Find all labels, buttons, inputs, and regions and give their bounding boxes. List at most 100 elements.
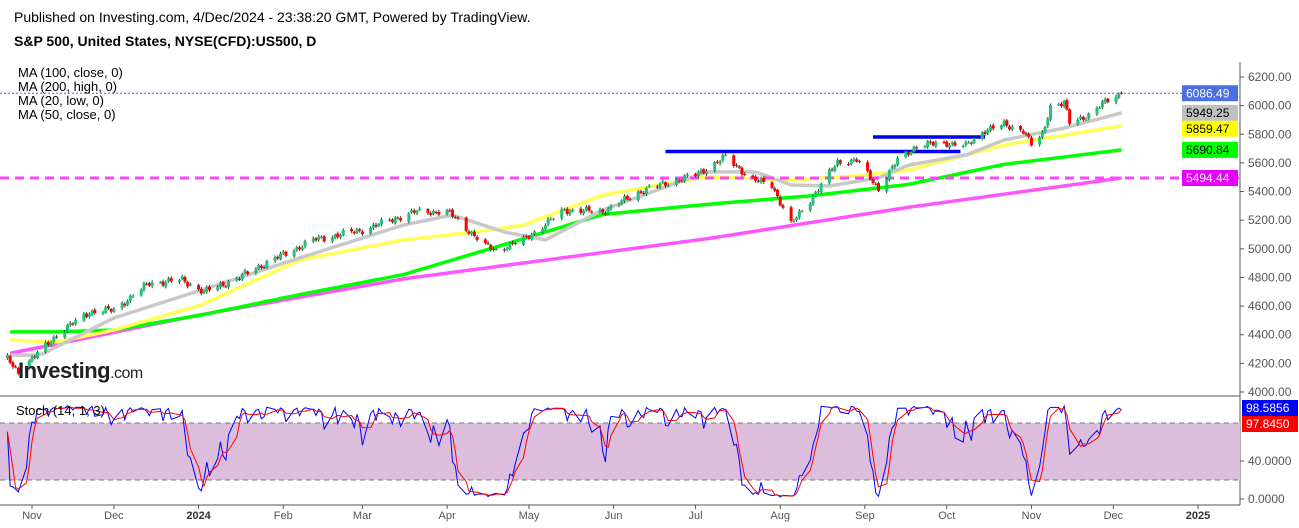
candle-body[interactable]: [1008, 126, 1012, 130]
candle-body[interactable]: [735, 165, 739, 167]
legend-ma200[interactable]: MA (200, high, 0): [18, 79, 117, 94]
candle-body[interactable]: [410, 210, 414, 213]
candle-body[interactable]: [164, 281, 168, 287]
candle-body[interactable]: [770, 182, 774, 188]
candle-body[interactable]: [1076, 119, 1080, 125]
candle-body[interactable]: [333, 234, 337, 239]
candle-body[interactable]: [25, 367, 29, 373]
candle-body[interactable]: [887, 170, 891, 180]
candle-body[interactable]: [560, 209, 564, 219]
candle-body[interactable]: [833, 166, 837, 171]
candle-body[interactable]: [27, 360, 31, 369]
candle-body[interactable]: [1114, 96, 1118, 103]
candle-body[interactable]: [82, 313, 86, 321]
candle-body[interactable]: [598, 209, 602, 212]
candle-body[interactable]: [112, 308, 116, 312]
candle-body[interactable]: [795, 217, 799, 221]
candle-body[interactable]: [120, 302, 124, 309]
candle-body[interactable]: [991, 125, 995, 129]
candle-body[interactable]: [104, 307, 108, 313]
candle-body[interactable]: [1079, 116, 1083, 119]
candle-body[interactable]: [587, 206, 591, 211]
candle-body[interactable]: [161, 281, 165, 286]
candle-body[interactable]: [1002, 121, 1006, 126]
candle-body[interactable]: [871, 179, 875, 183]
candle-body[interactable]: [923, 146, 927, 148]
candle-body[interactable]: [1062, 100, 1066, 107]
candle-body[interactable]: [183, 276, 187, 282]
candle-body[interactable]: [186, 282, 190, 287]
candle-body[interactable]: [426, 209, 430, 214]
candle-body[interactable]: [85, 313, 89, 317]
candle-body[interactable]: [814, 192, 818, 197]
candle-body[interactable]: [374, 224, 378, 227]
candle-body[interactable]: [246, 271, 250, 274]
candle-body[interactable]: [257, 265, 261, 269]
candle-body[interactable]: [532, 231, 536, 234]
candle-body[interactable]: [16, 367, 20, 374]
candle-body[interactable]: [628, 198, 632, 200]
candle-body[interactable]: [524, 235, 528, 237]
candle-body[interactable]: [292, 250, 296, 257]
candle-body[interactable]: [999, 125, 1003, 129]
candle-body[interactable]: [571, 209, 575, 212]
candle-body[interactable]: [584, 206, 588, 211]
candle-body[interactable]: [390, 219, 394, 222]
candle-body[interactable]: [617, 204, 621, 207]
candle-body[interactable]: [838, 160, 842, 164]
candle-body[interactable]: [371, 224, 375, 229]
candle-body[interactable]: [658, 183, 662, 188]
candle-body[interactable]: [606, 208, 610, 214]
candle-body[interactable]: [674, 179, 678, 186]
candle-body[interactable]: [109, 308, 113, 312]
candle-body[interactable]: [696, 172, 700, 177]
candle-body[interactable]: [14, 366, 18, 368]
candle-body[interactable]: [915, 147, 919, 149]
candle-body[interactable]: [1027, 133, 1031, 137]
candle-body[interactable]: [699, 169, 703, 173]
candle-body[interactable]: [912, 146, 916, 152]
candle-body[interactable]: [216, 286, 220, 291]
candle-body[interactable]: [980, 132, 984, 139]
candle-body[interactable]: [486, 242, 490, 245]
candle-body[interactable]: [52, 336, 56, 342]
candle-body[interactable]: [167, 278, 171, 282]
candle-body[interactable]: [961, 145, 965, 147]
candle-body[interactable]: [874, 183, 878, 185]
candle-body[interactable]: [568, 210, 572, 215]
candle-body[interactable]: [180, 276, 184, 280]
candle-body[interactable]: [773, 188, 777, 191]
stoch-legend[interactable]: Stoch (14, 1, 3): [16, 403, 105, 418]
candle-body[interactable]: [827, 169, 831, 184]
candle-body[interactable]: [683, 175, 687, 182]
candle-body[interactable]: [355, 229, 359, 233]
candle-body[interactable]: [953, 142, 957, 146]
candle-body[interactable]: [781, 205, 785, 208]
candle-body[interactable]: [762, 177, 766, 182]
candle-body[interactable]: [732, 155, 736, 166]
candle-body[interactable]: [508, 242, 512, 250]
candle-body[interactable]: [931, 141, 935, 146]
candle-body[interactable]: [314, 238, 318, 241]
candle-body[interactable]: [644, 187, 648, 195]
candle-body[interactable]: [816, 191, 820, 193]
candle-body[interactable]: [754, 176, 758, 181]
candle-body[interactable]: [451, 209, 455, 217]
candle-body[interactable]: [1065, 100, 1069, 110]
candle-body[interactable]: [358, 229, 362, 231]
candle-body[interactable]: [393, 217, 397, 223]
candle-body[interactable]: [680, 180, 684, 182]
candle-body[interactable]: [724, 154, 728, 156]
candle-body[interactable]: [336, 233, 340, 238]
candle-body[interactable]: [360, 231, 364, 235]
candle-body[interactable]: [972, 138, 976, 143]
candle-body[interactable]: [74, 319, 78, 324]
candle-body[interactable]: [475, 236, 479, 240]
candle-body[interactable]: [1049, 104, 1053, 120]
candle-body[interactable]: [1087, 113, 1091, 119]
legend-ma100[interactable]: MA (100, close, 0): [18, 65, 123, 80]
candle-body[interactable]: [388, 219, 392, 221]
candle-body[interactable]: [737, 166, 741, 168]
candle-body[interactable]: [46, 341, 50, 345]
candle-body[interactable]: [494, 249, 498, 251]
